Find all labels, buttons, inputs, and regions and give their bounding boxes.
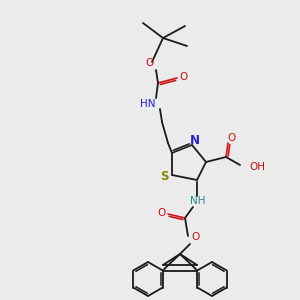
Text: OH: OH <box>249 162 265 172</box>
Text: O: O <box>227 133 235 143</box>
Text: NH: NH <box>190 196 206 206</box>
Text: S: S <box>160 170 168 184</box>
Text: O: O <box>191 232 199 242</box>
Text: O: O <box>157 208 165 218</box>
Text: O: O <box>180 72 188 82</box>
Text: N: N <box>190 134 200 148</box>
Text: HN: HN <box>140 99 156 109</box>
Text: O: O <box>145 58 153 68</box>
